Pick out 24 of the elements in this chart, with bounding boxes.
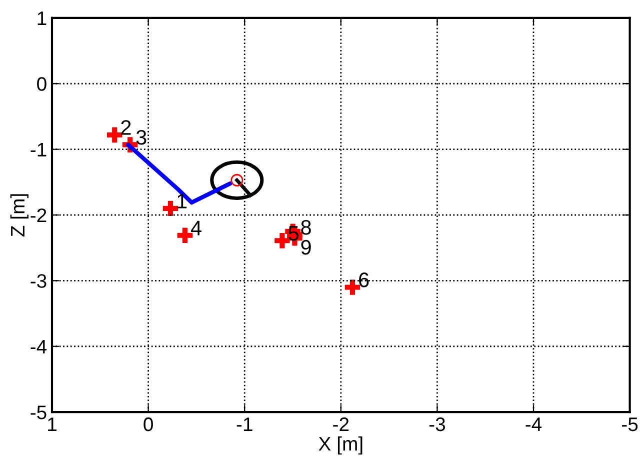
x-tick-label: -4 [526,418,542,432]
annotation: 8 [301,220,311,235]
x-tick-label: -2 [333,417,349,432]
annotation: 9 [301,240,311,255]
x-tick-label: -5 [622,418,638,432]
annotation: 1 [178,194,187,208]
x-tick-label: -1 [236,418,252,432]
y-tick-label: -4 [30,340,47,354]
x-axis-title: X [m] [318,436,362,455]
y-axis-title: Z [m] [10,194,28,237]
x-tick-label: -3 [429,417,445,432]
annotation: 2 [121,120,131,135]
y-tick-label: 1 [38,12,46,25]
y-tick-label: 0 [37,77,46,91]
annotation: 3 [136,130,146,145]
x-tick-label: 0 [144,417,153,432]
y-tick-label: -5 [30,406,46,420]
y-tick-label: -3 [30,274,46,288]
y-tick-label: -2 [30,208,46,222]
y-tick-label: -1 [30,142,46,156]
annotation: 5 [288,226,298,241]
x-tick-label: 1 [48,418,56,432]
annotation: 4 [190,220,202,236]
annotation: 6 [359,272,369,288]
